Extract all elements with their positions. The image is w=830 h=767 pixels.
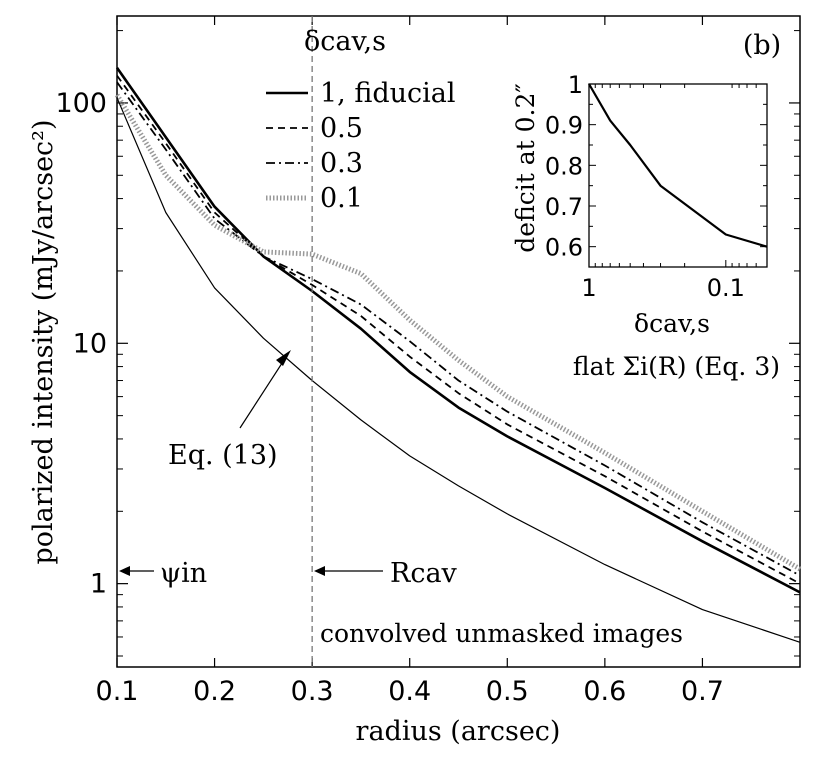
r-cav-arrow-head (314, 566, 325, 576)
x-tick-label: 0.4 (388, 676, 431, 707)
legend-entry: 0.3 (320, 148, 363, 179)
series-line-1-fiducial (115, 67, 801, 594)
legend-entry: 0.5 (320, 113, 363, 144)
eq13-label: Eq. (13) (168, 440, 278, 471)
eq13-arrow-head (276, 350, 291, 366)
x-tick-label: 0.3 (291, 676, 334, 707)
inset-y-tick-label: 0.6 (545, 234, 583, 262)
psi-in-arrow-head (119, 566, 130, 576)
main-ticks: 0.1 0.2 0.3 0.4 0.5 0.6 0.7 1 10 100 (55, 16, 800, 707)
x-tick-label: 0.6 (583, 676, 626, 707)
inset-x-label: δcav,s (634, 309, 710, 338)
convolved-label: convolved unmasked images (320, 619, 683, 648)
legend-entry: 0.1 (320, 183, 363, 214)
legend: 1, fiducial 0.5 0.3 0.1 (266, 78, 456, 214)
legend-entry: 1, fiducial (320, 78, 456, 109)
legend-title: δcav,s (304, 26, 386, 57)
inset-frame (588, 83, 768, 268)
inset-y-tick-label: 0.9 (545, 112, 583, 140)
y-axis-label: polarized intensity (mJy/arcsec²) (28, 119, 59, 564)
inset-y-tick-label: 0.7 (545, 193, 583, 221)
y-tick-label: 1 (90, 569, 107, 600)
inset-x-tick-label: 1 (581, 274, 596, 302)
inset-series (588, 83, 768, 248)
inset-ticks: 1 0.1 0.6 0.7 0.8 0.9 1 (545, 71, 767, 302)
x-axis-label: radius (arcsec) (356, 716, 561, 747)
x-tick-label: 0.1 (96, 676, 139, 707)
series-line-0-1 (114, 93, 802, 572)
main-plot-frame (116, 15, 801, 668)
r-cav-label: Rcav (390, 558, 458, 589)
inset-x-tick-label: 0.1 (707, 274, 745, 302)
y-tick-label: 100 (55, 88, 107, 119)
inset-y-tick-label: 0.8 (545, 152, 583, 180)
inset-caption: flat Σi(R) (Eq. 3) (573, 352, 780, 381)
panel-label: (b) (743, 30, 781, 61)
inset-y-label: deficit at 0.2″ (511, 83, 540, 252)
x-tick-label: 0.7 (681, 676, 724, 707)
x-tick-label: 0.2 (193, 676, 236, 707)
x-tick-label: 0.5 (486, 676, 529, 707)
eq13-arrow-shaft (239, 356, 287, 429)
inset-series-line (588, 83, 768, 248)
y-tick-label: 10 (73, 328, 107, 359)
series-line-0-3 (116, 81, 801, 577)
psi-in-label: ψin (160, 558, 207, 589)
main-series (114, 67, 802, 643)
inset-y-tick-label: 1 (568, 71, 583, 99)
series-line-eq-13 (116, 97, 801, 643)
